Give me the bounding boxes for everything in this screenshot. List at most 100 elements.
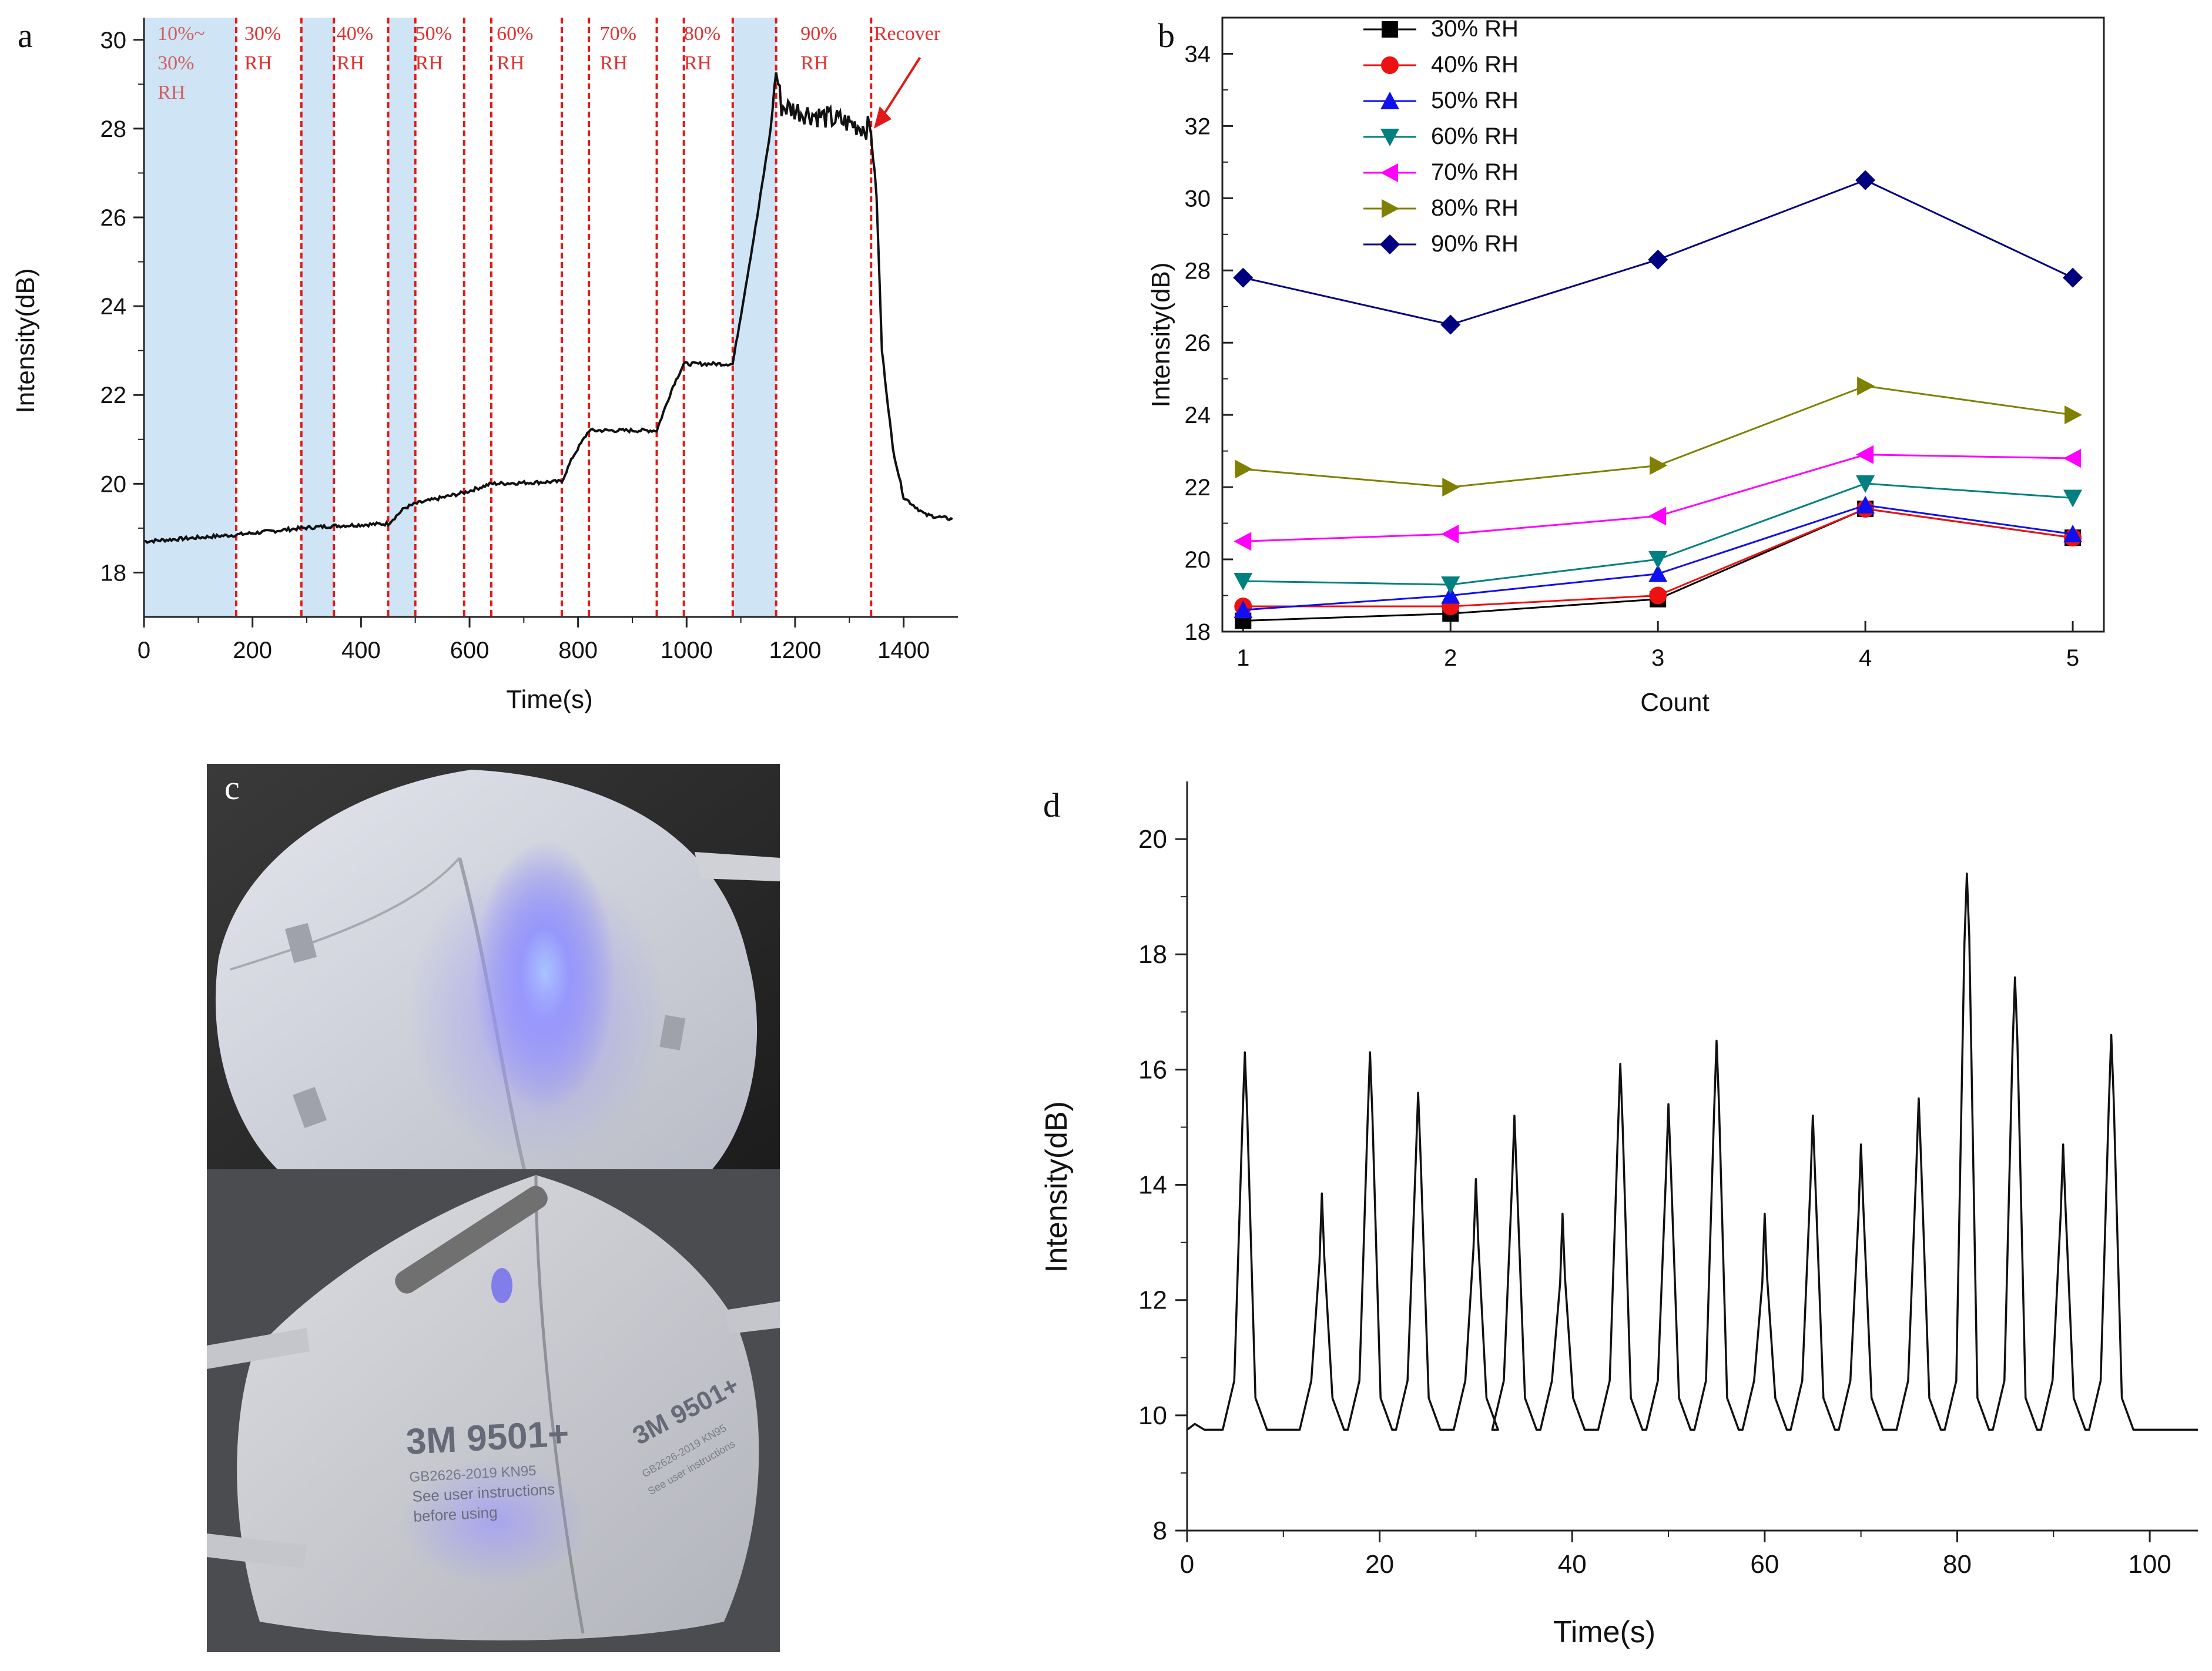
x-axis-label: Time(s) [506,685,592,714]
y-tick-label: 10 [1138,1401,1167,1430]
intensity-trace [143,72,953,545]
recover-arrow [873,56,921,129]
region-label-2: 40% [337,23,373,45]
data-point [1855,170,1876,190]
legend-label: 60% RH [1431,123,1519,149]
x-tick-label: 600 [450,637,490,663]
legend-item-5: 80% RH [1363,195,1519,221]
legend-label: 50% RH [1431,88,1519,113]
region-label-0: 30% [157,52,194,74]
y-tick-label: 20 [1138,825,1167,854]
data-point [1648,551,1668,569]
data-point [2063,525,2083,543]
region-label-6: RH [684,52,712,74]
recover-arrow-shaft [877,56,921,123]
y-tick-label: 12 [1138,1286,1167,1315]
fluorescence-spot-bottom [401,1457,589,1586]
panel-c-photo: 3M 9501+ 3M 9501+ GB2626-2019 KN95 See u… [207,764,780,1652]
intensity-line [143,72,953,545]
y-axis-label: Intensity(dB) [11,269,40,414]
data-point [1441,586,1460,604]
legend-marker [1380,92,1399,109]
data-point [1648,249,1668,270]
x-axis-label: Time(s) [1553,1615,1655,1649]
legend-label: 40% RH [1431,52,1519,78]
data-point [1856,475,1875,493]
region-label-0: 10%~ [157,23,205,45]
data-point [1856,495,1875,514]
x-tick-label: 200 [233,637,272,663]
y-tick-label: 18 [1185,619,1211,645]
recover-arrow-head [873,106,891,129]
data-point [1441,576,1460,595]
panel-d-chart: d 0 20 40 60 80 100 8 10 12 14 16 18 20 Time(s) Inte… [1040,781,2198,1649]
region-label-7: 90% [800,23,837,45]
y-tick-label: 22 [100,382,127,408]
mask-instruction-line2: before using [413,1504,498,1525]
data-point [1648,506,1667,526]
x-tick-label: 1000 [661,637,713,663]
x-tick-label: 800 [558,637,598,663]
y-tick-label: 28 [1185,258,1211,284]
x-axis-label: Count [1640,688,1709,717]
y-tick-label: 24 [100,294,127,320]
region-label-0: RH [157,82,185,103]
region-label-5: RH [600,52,628,74]
data-point [1235,459,1253,479]
region-label-3: 50% [415,23,452,45]
legend-item-0: 30% RH [1363,16,1519,42]
y-axis-label: Intensity(dB) [1147,263,1175,408]
region-label-6: 80% [684,23,720,45]
fluorescence-halo [407,858,665,1163]
x-tick-label: 0 [1180,1550,1194,1579]
x-tick-label: 1 [1236,645,1249,671]
humidity-bands [144,18,776,617]
nose-clip [395,1186,548,1294]
legend-label: 80% RH [1431,195,1519,221]
legend-label: 30% RH [1431,16,1519,42]
mask-valve-mark-bottom [292,1086,327,1129]
y-tick-label: 26 [1185,330,1211,356]
region-dashed-lines [234,18,873,617]
humidity-band-3 [732,18,776,617]
legend-item-6: 90% RH [1363,231,1519,257]
y-tick-label: 22 [1185,475,1211,501]
legend-marker [1382,199,1399,218]
series-3 [1234,475,2083,595]
plot-frame [1221,16,2105,633]
y-tick-label: 32 [1185,113,1211,139]
x-tick-label: 2 [1444,645,1457,671]
data-point [2063,489,2083,508]
mask-outer-view [237,1175,759,1640]
y-tick-label: 18 [100,560,127,586]
mask-strap-top [695,852,780,881]
data-point [1233,267,1254,288]
ear-strap-right [724,1301,780,1334]
legend-item-2: 50% RH [1363,88,1519,113]
x-tick-label: 80 [1943,1550,1972,1579]
x-tick-label: 60 [1750,1550,1779,1579]
y-tick-label: 28 [100,116,127,142]
y-tick-label: 20 [100,471,127,497]
data-point [1442,478,1460,497]
data-point [1857,377,1875,395]
y-tick-label: 30 [100,28,127,53]
series-6 [1233,170,2083,335]
series-4 [1234,445,2082,551]
series-5 [1235,377,2083,497]
axes: 0 200 400 600 800 1000 1200 1400 18 20 22 24 26 28 30 [100,18,958,663]
y-axis-label: Intensity(dB) [1040,1101,1074,1273]
axes: 0 20 40 60 80 100 8 10 12 14 16 18 20 [1138,781,2198,1579]
humidity-band-0 [144,18,236,617]
y-tick-label: 14 [1138,1171,1167,1200]
legend-marker [1380,129,1399,146]
data-point [2064,405,2083,425]
region-label-4: RH [497,52,524,74]
mask-valve-mark-right [659,1015,686,1051]
data-point [1650,456,1668,475]
legend: 30% RH 40% RH 50% RH 60% RH 70% RH 80% RH 90% … [1363,16,1519,257]
x-tick-label: 40 [1558,1550,1587,1579]
legend-item-1: 40% RH [1363,52,1519,78]
y-tick-label: 8 [1153,1516,1167,1545]
